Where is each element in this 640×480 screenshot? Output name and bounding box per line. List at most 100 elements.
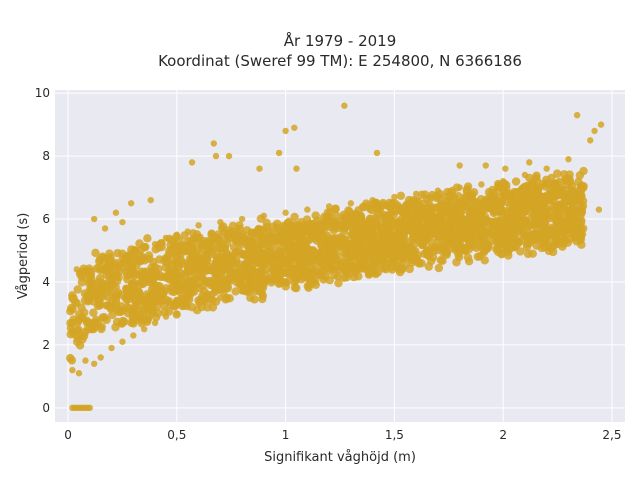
cloud-point [118, 316, 128, 326]
cloud-point [157, 239, 166, 248]
data-point [86, 404, 94, 412]
cloud-point [523, 249, 533, 259]
y-tick-label: 6 [42, 212, 50, 226]
cloud-point [399, 207, 408, 216]
chart-title-line-1: År 1979 - 2019 [284, 31, 397, 50]
data-point [526, 159, 533, 166]
gridlines [55, 90, 625, 422]
cloud-point [172, 278, 182, 288]
cloud-point [328, 248, 338, 257]
cloud-point [472, 207, 481, 216]
cloud-point [162, 295, 172, 305]
cloud-point [286, 249, 295, 258]
data-point [478, 231, 485, 238]
cloud-point [323, 208, 333, 217]
cloud-point [247, 265, 256, 274]
cloud-point [66, 318, 75, 328]
cloud-point [481, 218, 490, 227]
cloud-point [369, 236, 378, 246]
cloud-point [67, 356, 77, 365]
cloud-point [177, 247, 186, 256]
cloud-point [232, 260, 241, 269]
cloud-point [235, 279, 244, 289]
cloud-point [378, 200, 388, 210]
data-point [86, 297, 94, 305]
cloud-point [217, 282, 226, 292]
cloud-point [440, 239, 449, 249]
data-point [75, 370, 83, 377]
cloud-point [131, 301, 140, 310]
data-point [119, 259, 126, 267]
point-cloud [66, 166, 588, 365]
cloud-point [334, 278, 343, 288]
data-point [195, 222, 202, 229]
cloud-point [526, 220, 536, 230]
cloud-point [160, 257, 169, 266]
cloud-point [290, 212, 299, 222]
data-point [325, 203, 333, 210]
cloud-point [365, 214, 375, 224]
cloud-point [537, 200, 547, 209]
cloud-point [166, 240, 175, 250]
cloud-point [535, 234, 544, 243]
cloud-point [105, 249, 114, 258]
cloud-point [139, 298, 148, 307]
cloud-point [296, 217, 306, 227]
cloud-point [218, 263, 227, 272]
data-point [304, 275, 311, 283]
cloud-point [309, 268, 319, 278]
data-point [412, 247, 420, 254]
cloud-point [292, 283, 301, 293]
cloud-point [400, 227, 409, 237]
data-point [341, 102, 348, 109]
data-point [238, 215, 246, 223]
data-point [97, 354, 104, 361]
data-point [482, 162, 489, 169]
data-point [130, 332, 137, 339]
data-point [217, 218, 224, 226]
data-point [101, 225, 109, 232]
cloud-point [434, 263, 444, 273]
cloud-point [379, 251, 388, 260]
cloud-point [375, 231, 384, 240]
cloud-point [427, 190, 437, 200]
cloud-point [101, 265, 110, 274]
cloud-point [325, 259, 334, 268]
cloud-point [263, 234, 273, 243]
cloud-point [548, 243, 557, 252]
cloud-point [166, 274, 175, 283]
cloud-point [147, 266, 157, 276]
cloud-point [223, 249, 232, 258]
cloud-point [343, 242, 352, 251]
cloud-point [497, 240, 506, 249]
cloud-point [559, 170, 569, 179]
cloud-point [182, 289, 192, 299]
cloud-point [511, 197, 520, 207]
cloud-point [372, 249, 381, 259]
data-point [112, 209, 120, 216]
data-point [162, 313, 170, 320]
cloud-point [331, 219, 341, 228]
cloud-point [509, 237, 518, 247]
cloud-point [550, 179, 559, 189]
data-point [597, 121, 605, 128]
cloud-point [464, 194, 474, 204]
chart-title-line-2: Koordinat (Sweref 99 TM): E 254800, N 63… [158, 52, 522, 70]
cloud-point [206, 266, 216, 275]
cloud-point [207, 278, 216, 288]
cloud-point [542, 175, 551, 185]
data-point [119, 338, 126, 345]
cloud-point [452, 258, 461, 267]
cloud-point [73, 285, 82, 294]
cloud-point [256, 249, 266, 258]
cloud-point [86, 270, 96, 279]
cloud-point [198, 265, 207, 275]
cloud-point [405, 264, 414, 274]
cloud-point [577, 183, 586, 193]
cloud-point [472, 243, 481, 253]
cloud-point [325, 237, 335, 246]
cloud-point [207, 229, 216, 238]
cloud-point [555, 212, 565, 221]
cloud-point [511, 216, 520, 225]
data-point [573, 111, 581, 119]
